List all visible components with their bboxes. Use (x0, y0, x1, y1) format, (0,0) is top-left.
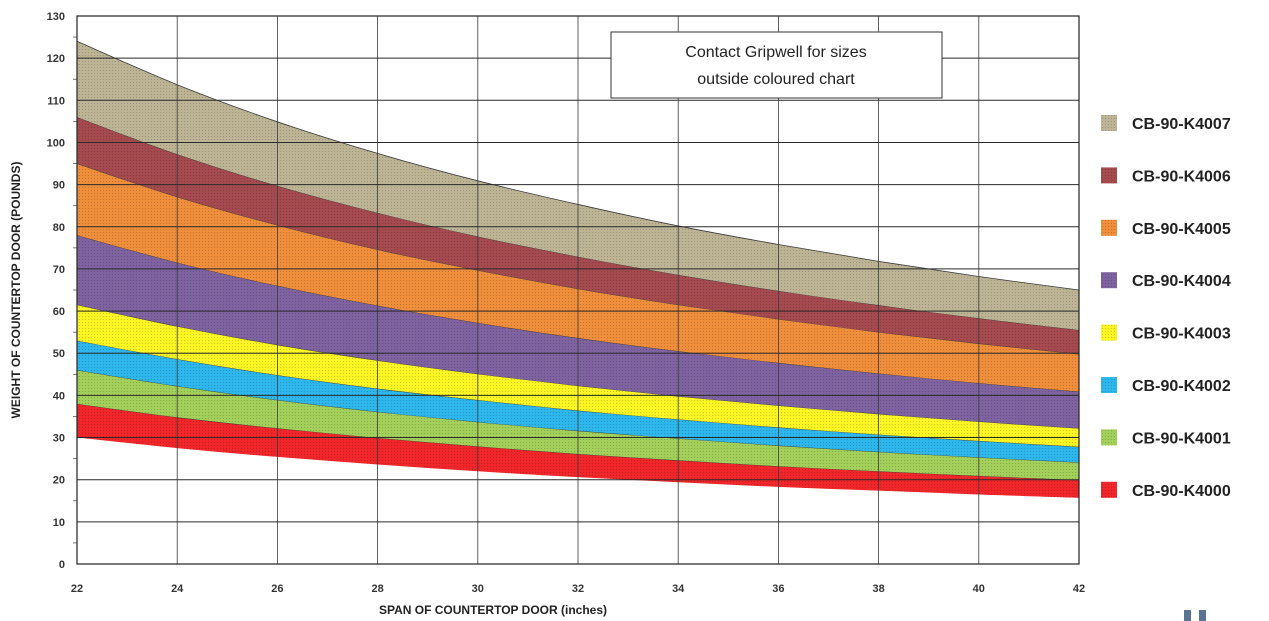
x-tick-label: 28 (371, 583, 383, 595)
x-tick-label: 42 (1073, 583, 1085, 595)
band-texture-cb-90-k4001 (77, 370, 1079, 481)
legend-label: CB-90-K4005 (1132, 221, 1231, 238)
y-tick-label: 0 (59, 559, 65, 571)
legend-label: CB-90-K4001 (1132, 430, 1231, 447)
legend-swatch-texture (1101, 377, 1117, 393)
band-texture-cb-90-k4003 (77, 304, 1079, 447)
y-tick-label: 20 (53, 475, 65, 487)
legend-item-cb-90-k4000: CB-90-K4000 (1101, 481, 1231, 500)
legend-label: CB-90-K4000 (1132, 483, 1231, 500)
x-tick-label: 22 (71, 583, 83, 595)
x-tick-label: 30 (472, 583, 484, 595)
x-tick-label: 24 (171, 583, 184, 595)
legend-item-cb-90-k4004: CB-90-K4004 (1101, 272, 1231, 290)
legend: CB-90-K4007 CB-90-K4006 CB-90-K4005 CB-90-K… (1101, 115, 1231, 500)
legend-label: CB-90-K4002 (1132, 378, 1231, 395)
annotation-line-2: outside coloured chart (697, 71, 855, 88)
legend-label: CB-90-K4006 (1132, 168, 1231, 185)
legend-swatch-texture (1101, 167, 1117, 184)
x-tick-label: 34 (672, 583, 685, 595)
legend-swatch-texture (1101, 481, 1117, 498)
annotation-frame (610, 31, 943, 99)
legend-swatch-texture (1101, 272, 1117, 289)
y-tick-label: 110 (47, 95, 65, 107)
y-tick-label: 120 (47, 53, 65, 65)
x-tick-label: 36 (772, 583, 784, 595)
y-tick-label: 130 (47, 11, 65, 23)
y-axis-ticks: 0 10 20 30 40 50 60 70 80 90 100 110 120 130 (47, 11, 65, 571)
y-tick-label: 10 (53, 517, 65, 529)
y-tick-label: 60 (53, 306, 65, 318)
y-tick-label: 30 (53, 433, 65, 445)
y-tick-label: 90 (53, 180, 65, 192)
band-texture-cb-90-k4004 (77, 235, 1079, 429)
legend-swatch-texture (1101, 429, 1117, 446)
legend-item-cb-90-k4003: CB-90-K4003 (1101, 324, 1231, 343)
legend-label: CB-90-K4007 (1132, 116, 1231, 133)
y-tick-label: 70 (53, 264, 65, 276)
band-texture-cb-90-k4005 (77, 163, 1079, 392)
band-texture-cb-90-k4000 (77, 403, 1079, 498)
legend-label: CB-90-K4004 (1132, 273, 1231, 290)
x-tick-label: 32 (572, 583, 584, 595)
plot-border (76, 15, 1080, 565)
legend-swatch-texture (1101, 324, 1117, 341)
legend-swatch-texture (1101, 219, 1117, 236)
legend-item-cb-90-k4005: CB-90-K4005 (1101, 219, 1231, 238)
band-texture-cb-90-k4002 (77, 340, 1079, 463)
x-tick-label: 26 (271, 583, 283, 595)
legend-item-cb-90-k4002: CB-90-K4002 (1101, 377, 1231, 395)
y-tick-label: 40 (53, 390, 65, 402)
annotation-box: Contact Gripwell for sizes outside colou… (610, 31, 943, 99)
logo-fragment (1184, 610, 1206, 621)
x-tick-label: 40 (973, 583, 985, 595)
x-axis-ticks: 22 24 26 28 30 32 34 36 38 40 42 (71, 583, 1085, 595)
y-tick-label: 50 (53, 348, 65, 360)
legend-item-cb-90-k4001: CB-90-K4001 (1101, 429, 1231, 447)
band-texture-cb-90-k4007 (77, 41, 1079, 331)
legend-item-cb-90-k4007: CB-90-K4007 (1101, 115, 1231, 133)
y-tick-label: 100 (47, 137, 65, 149)
y-axis-title: WEIGHT OF COUNTERTOP DOOR (POUNDS) (9, 162, 23, 419)
legend-swatch-texture (1101, 115, 1117, 131)
legend-label: CB-90-K4003 (1132, 326, 1231, 343)
legend-item-cb-90-k4006: CB-90-K4006 (1101, 167, 1231, 185)
y-tick-label: 80 (53, 222, 65, 234)
x-tick-label: 38 (872, 583, 884, 595)
x-axis-title: SPAN OF COUNTERTOP DOOR (inches) (379, 603, 607, 617)
annotation-line-1: Contact Gripwell for sizes (685, 44, 866, 61)
